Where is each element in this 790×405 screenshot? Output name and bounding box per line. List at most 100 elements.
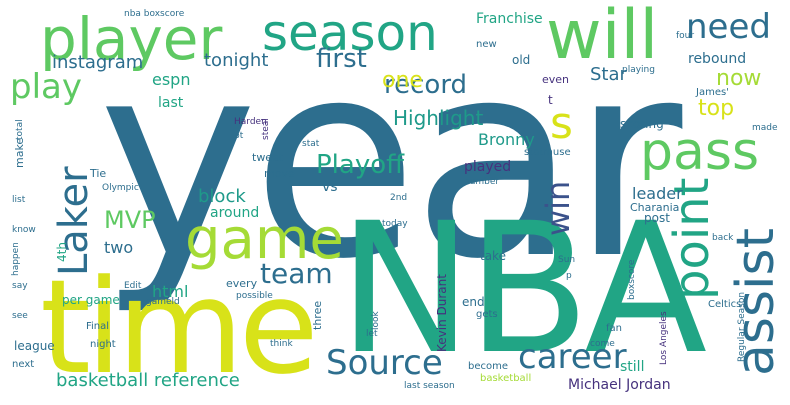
word-think: think <box>270 339 293 349</box>
word-top: top <box>698 96 735 121</box>
word-need: need <box>686 7 771 47</box>
word-look: look <box>371 311 381 330</box>
word-steal: steal <box>261 118 271 140</box>
word-scoring: scoring <box>620 117 664 131</box>
word-win: win <box>539 180 577 236</box>
word-pass: pass <box>640 122 760 182</box>
word-sun: Sun <box>558 255 576 265</box>
word-franchise: Franchise <box>476 11 543 27</box>
word-today: today <box>382 219 408 229</box>
word-bronny: Bronny <box>478 130 535 149</box>
word-record: record <box>384 70 468 100</box>
word-night: night <box>90 339 116 350</box>
word-year: year <box>98 3 682 318</box>
word-fan: fan <box>606 323 622 334</box>
word-old: old <box>512 53 531 67</box>
word-per-game: per game <box>62 293 120 307</box>
word-instagram: instagram <box>52 52 144 73</box>
word-move: move <box>264 167 295 180</box>
word-end: end <box>462 295 485 309</box>
word-playoff: Playoff <box>316 150 405 180</box>
word-new: new <box>476 39 497 50</box>
word-statmuse: statmuse <box>524 147 571 158</box>
word-happen: happen <box>11 242 21 276</box>
word-gameld: gameld <box>146 297 180 307</box>
word-pt: pt <box>234 131 244 141</box>
word-source: Source <box>326 343 443 383</box>
word-become: become <box>468 361 509 372</box>
word-highlight: Highlight <box>393 106 484 130</box>
word-tonight: tonight <box>204 50 269 71</box>
word-played: played <box>464 159 512 175</box>
word-nba: NBA <box>338 185 707 394</box>
word-see: see <box>12 311 28 321</box>
word-still: still <box>620 359 645 375</box>
word-four: four <box>676 31 695 41</box>
word-play: play <box>10 67 82 107</box>
word-career: career <box>518 337 627 377</box>
word-charania: Charania <box>630 201 680 214</box>
word-p: p <box>566 271 572 281</box>
word-vs: vs <box>322 179 338 195</box>
word-take: take <box>480 249 506 263</box>
word-basketball-reference: basketball reference <box>56 370 240 391</box>
word-gets: gets <box>476 309 498 320</box>
word-back: back <box>712 233 734 243</box>
word-now: now <box>716 66 762 91</box>
word-around: around <box>210 205 260 221</box>
word-stat: stat <box>302 139 320 149</box>
word-last-season: last season <box>404 381 455 391</box>
word-final: Final <box>86 321 110 332</box>
word-tweet: tweet <box>252 151 284 164</box>
word-three: three <box>311 300 324 330</box>
word-t: t <box>548 93 553 107</box>
word-list: list <box>12 195 26 205</box>
word-total: total <box>15 119 25 140</box>
word-will: will <box>546 0 659 75</box>
word-know: know <box>12 225 36 235</box>
word-number: number <box>464 177 500 187</box>
word-rebound: rebound <box>688 51 747 67</box>
word-s: s <box>550 98 573 149</box>
word-boxscore: boxscore <box>627 259 637 300</box>
word-tie: Tie <box>90 167 107 180</box>
word-time: time <box>40 251 319 403</box>
word-next: next <box>12 359 35 370</box>
word-harden: Harden <box>234 117 267 127</box>
word-edit: Edit <box>124 281 142 291</box>
word-season: season <box>262 4 438 62</box>
word-michael-jordan: Michael Jordan <box>568 377 671 393</box>
word-olympic: Olympic <box>102 183 139 193</box>
word-los-angeles: Los Angeles <box>659 311 669 365</box>
word-block: block <box>198 186 246 207</box>
word-made: made <box>752 123 778 133</box>
word-playing: playing <box>622 65 655 75</box>
word-kevin-durant: Kevin Durant <box>435 274 449 352</box>
word-basketball: basketball <box>480 373 532 384</box>
word-first: first <box>316 44 367 74</box>
word-game: game <box>185 207 344 272</box>
word-star: Star <box>590 64 627 85</box>
word-let: let <box>366 329 378 339</box>
word-mvp: MVP <box>104 206 156 234</box>
word-4th: 4th <box>55 242 69 262</box>
word-possible: possible <box>236 291 273 301</box>
word-league: league <box>14 339 55 353</box>
word-make: make <box>13 137 26 168</box>
word-leader: leader <box>632 184 683 203</box>
word-one: one <box>382 68 423 93</box>
word-every: every <box>226 277 258 290</box>
word-last: last <box>158 95 184 111</box>
word-come: come <box>590 339 615 349</box>
word-even: even <box>542 73 570 86</box>
word-2nd: 2nd <box>390 193 408 203</box>
word-team: team <box>260 257 333 290</box>
word-html: html <box>152 282 189 301</box>
word-celtics: Celtics <box>708 299 742 310</box>
word-two: two <box>104 238 134 257</box>
word-player: player <box>40 5 223 73</box>
word-espn: espn <box>152 70 191 89</box>
word-james: James' <box>696 87 729 98</box>
word-nba-boxscore: nba boxscore <box>124 9 185 19</box>
